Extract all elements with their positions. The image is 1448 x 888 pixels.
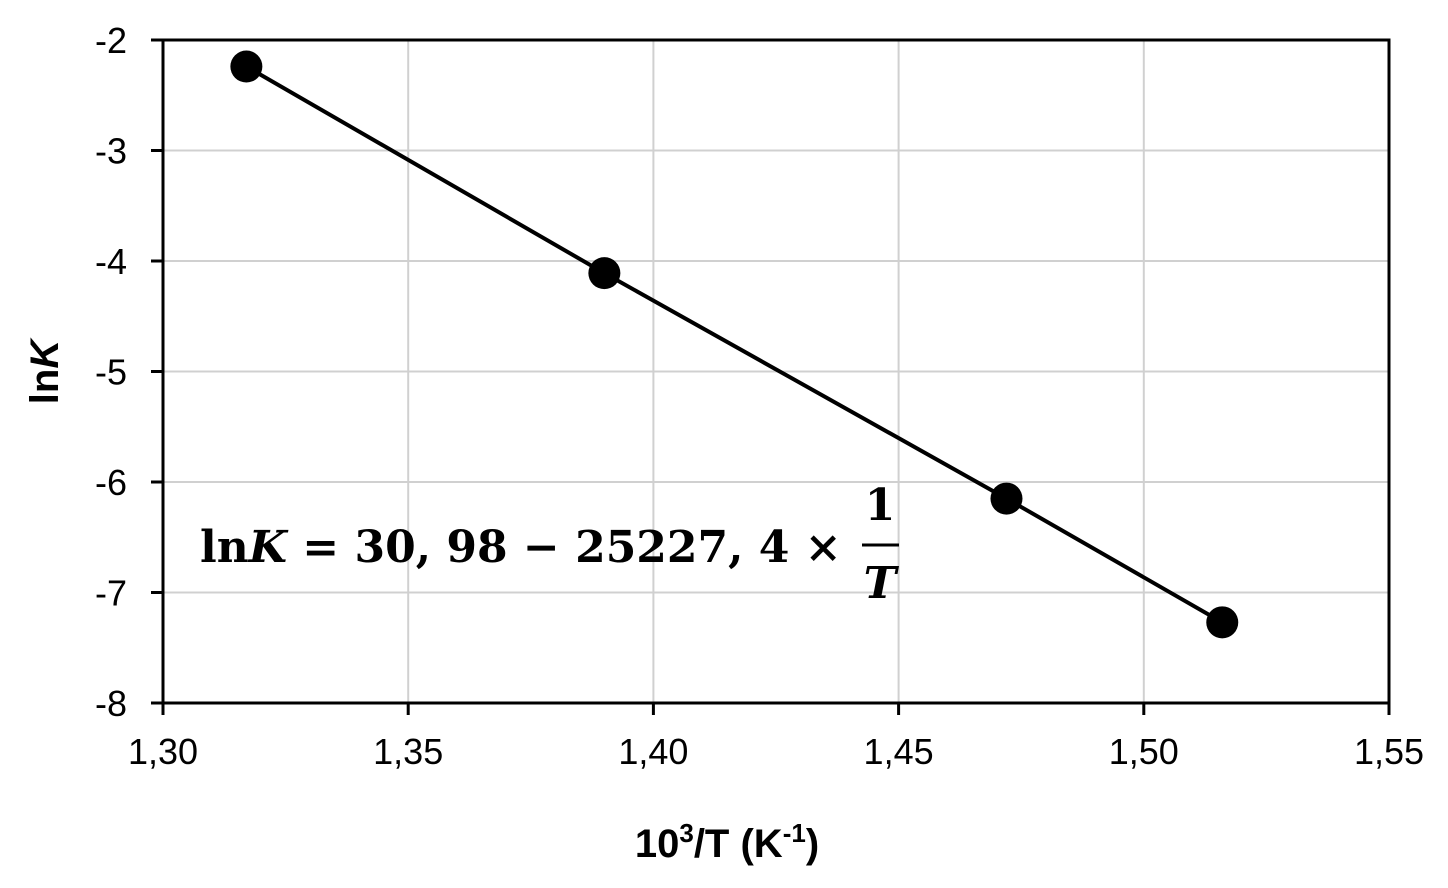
x-tick-label: 1,35 (373, 731, 443, 772)
y-tick-label: -2 (95, 20, 127, 61)
series-group (230, 50, 1239, 639)
x-tick-labels: 1,30 1,35 1,40 1,45 1,50 1,55 (128, 703, 1424, 772)
equation-denominator: T (864, 558, 900, 609)
y-axis-title: lnK (23, 337, 67, 405)
equation-annotation: lnK = 30, 98 − 25227, 4 × 1 T (200, 480, 900, 609)
x-tick-label: 1,40 (618, 731, 688, 772)
x-tick-label: 1,30 (128, 731, 198, 772)
data-point (990, 482, 1023, 515)
x-axis-title: 103/T (K-1) (635, 818, 819, 866)
series-line (245, 64, 1224, 625)
y-tick-label: -8 (95, 683, 127, 724)
x-tick-label: 1,50 (1109, 731, 1179, 772)
equation-numerator: 1 (865, 480, 896, 531)
x-tick-label: 1,55 (1354, 731, 1424, 772)
x-tick-label: 1,45 (864, 731, 934, 772)
svg-text:lnK = 30, 98 − 25227, 4 ×: lnK = 30, 98 − 25227, 4 × (200, 522, 857, 573)
data-point (230, 50, 263, 83)
data-point (1206, 606, 1239, 639)
y-tick-label: -5 (95, 352, 127, 393)
y-tick-label: -6 (95, 462, 127, 503)
y-tick-label: -7 (95, 573, 127, 614)
y-tick-labels: -2 -3 -4 -5 -6 -7 -8 (95, 20, 163, 724)
y-tick-label: -3 (95, 131, 127, 172)
y-tick-label: -4 (95, 241, 127, 282)
data-point (588, 257, 621, 290)
